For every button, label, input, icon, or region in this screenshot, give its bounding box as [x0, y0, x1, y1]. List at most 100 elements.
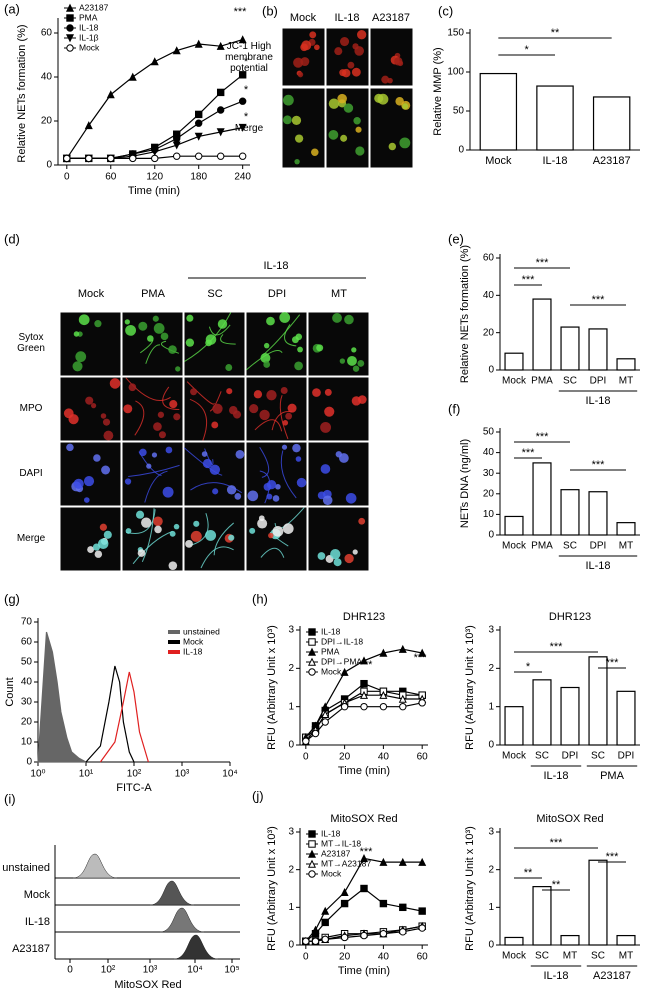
y-axis-label: NETs DNA (ng/ml): [459, 439, 471, 528]
annotation: *: [244, 84, 249, 96]
cell: [324, 388, 332, 396]
marker: [66, 44, 74, 52]
cell: [344, 553, 354, 564]
marker: [195, 110, 203, 119]
marker: [85, 154, 93, 163]
column-label: PMA: [141, 288, 166, 300]
micrograph: [281, 27, 326, 87]
marker: [308, 840, 316, 848]
row-label-text: Sytox Green: [17, 332, 45, 354]
annotation: ***: [522, 274, 536, 286]
marker: [195, 119, 203, 127]
cell: [253, 390, 263, 399]
flow-histogram: [72, 853, 118, 879]
cell: [282, 115, 292, 125]
cell: [102, 418, 111, 426]
micrograph: [369, 27, 414, 87]
cell: [190, 388, 198, 396]
marker: [321, 918, 329, 927]
y-tick-label: 2: [488, 864, 494, 875]
panel-label: (a): [4, 1, 20, 16]
cell: [94, 550, 103, 558]
y-tick-label: 50: [21, 657, 33, 668]
cell: [109, 378, 121, 389]
row-label: JC-1 High membrane potential: [225, 41, 273, 74]
cell: [66, 443, 74, 452]
marker: [216, 128, 225, 137]
row-label: IL-18: [25, 916, 50, 928]
x-tick-label: DPI: [590, 541, 607, 552]
cell: [169, 530, 176, 537]
bar: [560, 934, 580, 946]
cell: [291, 336, 299, 344]
cell: [173, 413, 181, 421]
cell: [141, 517, 152, 528]
row-label: A23187: [12, 943, 50, 955]
marker: [340, 899, 349, 908]
x-tick-label: 60: [105, 172, 117, 183]
cell: [99, 523, 107, 531]
cell: [294, 158, 300, 165]
micrograph: [121, 506, 184, 572]
marker: [63, 154, 71, 163]
marker: [321, 702, 330, 711]
column-label: A23187: [372, 12, 410, 24]
cell: [355, 126, 362, 133]
series-line: [305, 648, 423, 738]
cell: [83, 476, 95, 487]
column-label: Mock: [78, 288, 105, 300]
y-tick-label: 2: [288, 864, 294, 875]
cell: [311, 148, 319, 156]
x-tick-label: 20: [339, 952, 351, 963]
marker: [65, 34, 75, 43]
cell: [387, 77, 393, 84]
y-tick-label: 20: [483, 327, 495, 338]
cell: [344, 314, 354, 325]
y-tick-label: 0: [46, 160, 52, 171]
legend-label: IL-18: [321, 626, 341, 636]
annotation: **: [524, 867, 533, 879]
y-tick-label: 2: [488, 663, 494, 674]
marker: [308, 668, 316, 676]
cell: [151, 452, 158, 458]
marker: [173, 134, 181, 143]
bar: [504, 936, 524, 946]
cell: [279, 312, 291, 323]
series-line: [305, 857, 423, 942]
bar: [588, 328, 608, 371]
cell: [190, 530, 202, 542]
cell: [209, 464, 221, 475]
marker: [308, 638, 316, 646]
marker: [360, 931, 368, 940]
bar: [616, 522, 636, 536]
marker: [307, 657, 317, 666]
cell: [266, 316, 275, 326]
micrograph: [59, 506, 122, 572]
marker: [340, 667, 349, 676]
row-label-text: MPO: [19, 402, 43, 414]
y-tick-label: 1: [288, 902, 294, 913]
legend-label: PMA: [321, 646, 340, 656]
y-tick-label: 150: [447, 28, 464, 39]
y-tick-label: 0: [488, 530, 494, 541]
micrograph-streak: [259, 470, 271, 504]
bar: [504, 515, 524, 536]
cell: [280, 387, 288, 395]
cell: [291, 115, 302, 126]
marker: [360, 884, 368, 893]
marker: [340, 933, 349, 942]
marker: [340, 887, 349, 896]
cell: [287, 403, 297, 413]
x-tick-label: 10²: [101, 965, 116, 976]
cell: [235, 449, 245, 459]
marker: [399, 928, 407, 936]
panel-label: (e): [448, 231, 464, 246]
x-tick-label: 10³: [143, 965, 158, 976]
row-label: DAPI: [19, 468, 42, 479]
marker: [150, 57, 159, 66]
y-tick-label: 0: [488, 940, 494, 951]
marker: [418, 907, 426, 915]
x-tick-label: 10¹: [79, 769, 94, 780]
marker: [418, 857, 427, 866]
bar: [616, 358, 636, 371]
